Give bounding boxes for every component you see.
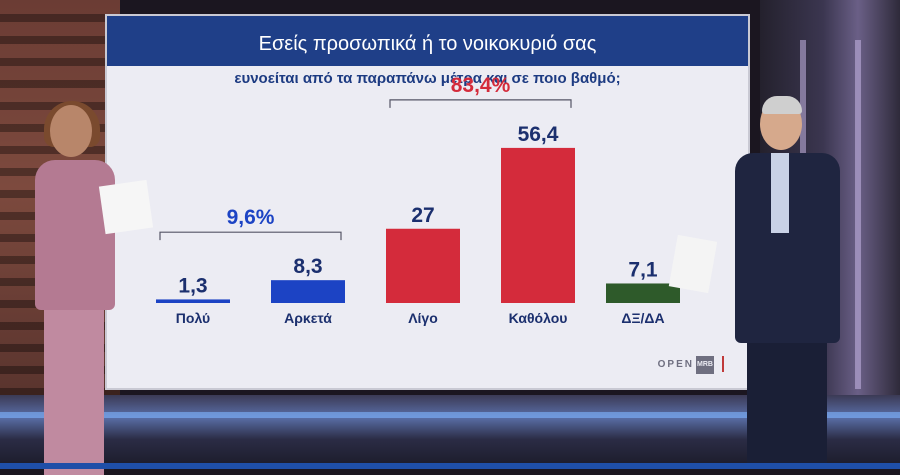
video-wall-screen: Εσείς προσωπικά ή το νοικοκυριό σας ευνο… [105,14,750,390]
group-bracket [389,99,572,108]
category-label: ΔΞ/ΔΑ [621,310,664,326]
floor-light [0,412,900,418]
group-total-label: 83,4% [451,74,511,97]
category-label: Λίγο [408,310,438,326]
bar [606,283,680,303]
category-label: Αρκετά [284,310,332,326]
paper-sheet [98,179,154,235]
bar-chart: 1,3 Πολύ 8,3 Αρκετά 27 Λίγο 56,4 Καθόλου 7,1 ΔΞ/Δ… [156,74,680,326]
data-label: 8,3 [293,255,322,278]
category-label: Πολύ [176,310,210,326]
bar [271,280,345,303]
bar [501,147,575,303]
logo-accent [722,356,724,372]
data-label: 1,3 [178,274,207,297]
data-label: 27 [411,204,434,227]
group-bracket [159,231,342,241]
data-label: 7,1 [628,258,658,281]
presenter-woman [30,101,154,475]
chart-title: Εσείς προσωπικά ή το νοικοκυριό σας [107,16,748,66]
light-stripe [855,40,861,389]
data-label: 56,4 [518,123,559,146]
mrb-logo: MRB [696,356,714,374]
bar [156,299,230,303]
chart-subtitle: ευνοείται από τα παραπάνω μέτρα και σε π… [234,70,621,87]
bottom-bar [0,463,900,469]
bar [386,228,460,303]
open-logo: OPEN [657,359,694,370]
group-total-label: 9,6% [227,206,275,229]
category-label: Καθόλου [509,310,568,326]
presenter-man [668,96,845,469]
